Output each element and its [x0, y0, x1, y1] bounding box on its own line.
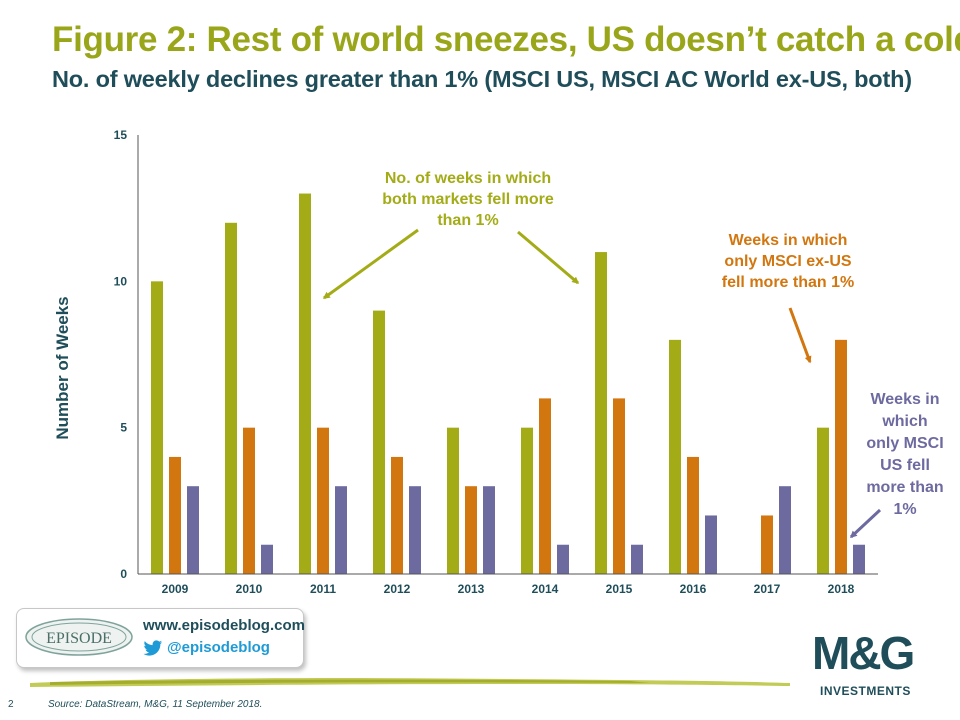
- annotation-line: 1%: [893, 501, 916, 518]
- y-axis-label: Number of Weeks: [53, 296, 72, 439]
- annotations-group: No. of weeks in which both markets fell m…: [382, 170, 943, 518]
- bar-2015-s2: [631, 544, 643, 574]
- x-tick-label: 2009: [162, 582, 189, 596]
- episode-contact-box: EPISODE www.episodeblog.com @episodeblog: [16, 608, 305, 668]
- x-tick-label: 2010: [236, 582, 263, 596]
- mg-investments-label: INVESTMENTS: [820, 684, 911, 698]
- x-tick-label: 2011: [310, 582, 336, 596]
- bar-2013-s1: [465, 486, 477, 574]
- bar-2009-s2: [187, 486, 199, 574]
- annotation-line: No. of weeks in which: [385, 170, 551, 187]
- x-tick-label: 2018: [828, 582, 855, 596]
- bar-2014-s1: [539, 398, 551, 574]
- bar-2011-s2: [335, 486, 347, 574]
- bar-2012-s0: [373, 310, 385, 574]
- bars-group: [151, 193, 865, 575]
- x-tick-label: 2017: [754, 582, 781, 596]
- arrow-both-right: [517, 230, 580, 285]
- bar-2010-s0: [225, 222, 237, 575]
- bar-2011-s1: [317, 427, 329, 574]
- chart-title: Figure 2: Rest of world sneezes, US does…: [52, 20, 960, 59]
- episode-logo: EPISODE: [25, 618, 133, 656]
- twitter-icon: [143, 640, 163, 656]
- bar-2014-s0: [521, 427, 533, 574]
- bar-2016-s2: [705, 515, 717, 574]
- website-link[interactable]: www.episodeblog.com: [143, 617, 305, 634]
- bar-2013-s0: [447, 427, 459, 574]
- annotation-line: more than: [866, 479, 943, 496]
- bar-2009-s0: [151, 281, 163, 574]
- x-tick-label: 2012: [384, 582, 411, 596]
- annotation-line: than 1%: [437, 212, 498, 229]
- bar-2015-s1: [613, 398, 625, 574]
- bar-2010-s1: [243, 427, 255, 574]
- chart-subtitle: No. of weekly declines greater than 1% (…: [52, 66, 912, 92]
- x-tick-labels: 2009 2010 2011 2012 2013 2014 2015 2016 2017 2018: [162, 582, 855, 596]
- bar-2018-s1: [835, 339, 847, 574]
- x-tick-label: 2015: [606, 582, 633, 596]
- y-tick-label: 5: [120, 421, 127, 435]
- bar-2009-s1: [169, 456, 181, 574]
- annotation-line: Weeks in: [870, 391, 939, 408]
- bar-2017-s2: [779, 486, 791, 574]
- bar-2013-s2: [483, 486, 495, 574]
- annotation-line: fell more than 1%: [722, 274, 854, 291]
- twitter-handle[interactable]: @episodeblog: [167, 639, 270, 656]
- bar-2012-s1: [391, 456, 403, 574]
- arrow-us-only: [849, 508, 882, 539]
- bar-2011-s0: [299, 193, 311, 575]
- annotation-line: which: [881, 413, 927, 430]
- x-tick-label: 2014: [532, 582, 559, 596]
- page-number: 2: [8, 699, 14, 710]
- bar-2016-s1: [687, 456, 699, 574]
- bar-2016-s0: [669, 339, 681, 574]
- y-tick-label: 10: [114, 274, 128, 288]
- annotation-line: only MSCI ex-US: [724, 253, 851, 270]
- y-tick-label: 15: [114, 128, 128, 142]
- arrow-ex-us: [788, 307, 812, 364]
- y-tick-labels: 0 5 10 15: [114, 128, 128, 581]
- annotation-arrows: [322, 228, 882, 539]
- bar-2018-s0: [817, 427, 829, 574]
- x-tick-label: 2016: [680, 582, 707, 596]
- annotation-line: US fell: [880, 457, 930, 474]
- episode-logo-text: EPISODE: [46, 630, 112, 647]
- bar-2015-s0: [595, 252, 607, 575]
- bar-2010-s2: [261, 544, 273, 574]
- mg-logo: M&G: [812, 627, 915, 679]
- annotation-line: Weeks in which: [729, 232, 848, 249]
- annotation-line: both markets fell more: [382, 191, 554, 208]
- x-tick-label: 2013: [458, 582, 485, 596]
- bar-2017-s1: [761, 515, 773, 574]
- arrow-both-left: [322, 228, 419, 300]
- bar-2018-s2: [853, 544, 865, 574]
- source-note: Source: DataStream, M&G, 11 September 20…: [48, 699, 263, 710]
- bar-2012-s2: [409, 486, 421, 574]
- y-tick-label: 0: [120, 567, 127, 581]
- decorative-brush-line: [30, 678, 790, 687]
- bar-2014-s2: [557, 544, 569, 574]
- annotation-line: only MSCI: [866, 435, 943, 452]
